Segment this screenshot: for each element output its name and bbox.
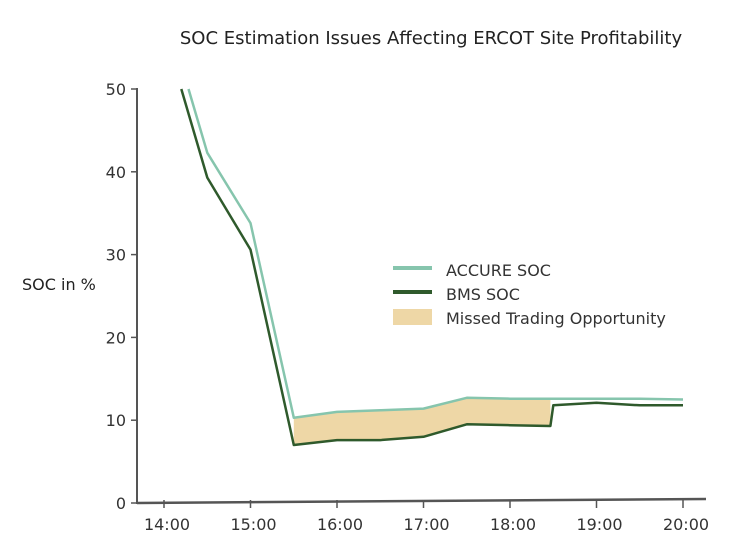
y-tick-label: 40	[106, 163, 126, 182]
y-tick-label: 50	[106, 80, 126, 99]
y-axis-label: SOC in %	[22, 275, 96, 294]
y-ticks: 0 10 20 30 40 50	[106, 80, 137, 513]
x-tick-label: 16:00	[317, 515, 363, 534]
x-ticks: 14:00 15:00 16:00 17:00 18:00 19:00 20:00	[144, 500, 709, 534]
legend-label-missed: Missed Trading Opportunity	[446, 309, 666, 328]
x-tick-label: 15:00	[230, 515, 276, 534]
y-tick-label: 0	[116, 494, 126, 513]
legend-swatch-missed	[393, 309, 432, 325]
x-tick-label: 20:00	[663, 515, 709, 534]
legend-label-accure: ACCURE SOC	[446, 261, 551, 280]
bms-soc-line	[180, 88, 683, 447]
y-tick-label: 10	[106, 411, 126, 430]
x-tick-label: 17:00	[403, 515, 449, 534]
accure-soc-line	[187, 88, 684, 419]
x-axis	[136, 497, 707, 505]
x-tick-label: 14:00	[144, 515, 190, 534]
plot-area	[180, 88, 684, 447]
y-tick-label: 20	[106, 328, 126, 347]
x-tick-label: 18:00	[490, 515, 536, 534]
legend-label-bms: BMS SOC	[446, 285, 520, 304]
x-tick-label: 19:00	[576, 515, 622, 534]
missed-trading-area	[293, 397, 551, 445]
legend: ACCURE SOC BMS SOC Missed Trading Opport…	[393, 261, 666, 328]
y-tick-label: 30	[106, 246, 126, 265]
chart-title: SOC Estimation Issues Affecting ERCOT Si…	[180, 28, 683, 49]
